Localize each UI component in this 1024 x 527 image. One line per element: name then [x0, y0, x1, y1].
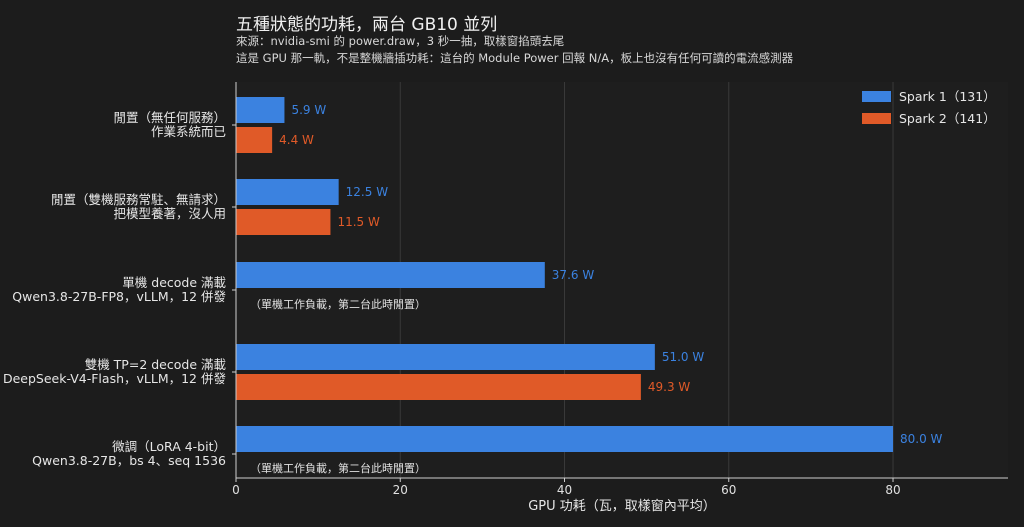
- x-tick-label-60: 60: [721, 483, 736, 497]
- category-label-2-line-2: Qwen3.8-27B-FP8，vLLM，12 併發: [12, 289, 226, 304]
- legend-swatch-2: [862, 113, 891, 124]
- bars: 5.9 W 4.4 W 12.5 W 11.5 W 37.6 W 51.0 W 49.3 W…: [236, 97, 943, 475]
- x-axis-label: GPU 功耗（瓦，取樣窗內平均）: [528, 498, 716, 514]
- bar-series-2-cat-1: [236, 209, 331, 235]
- category-label-3-line-2: DeepSeek-V4-Flash，vLLM，12 併發: [3, 371, 227, 386]
- bar-series-1-cat-3: [236, 344, 655, 370]
- category-label-0-line-2: 作業系統而已: [151, 124, 226, 139]
- data-label-series-1-cat-3: 51.0 W: [662, 350, 705, 364]
- data-label-series-1-cat-4: 80.0 W: [900, 432, 943, 446]
- bar-series-2-cat-3: [236, 374, 641, 400]
- data-label-series-1-cat-2: 37.6 W: [552, 268, 595, 282]
- bar-series-1-cat-4: [236, 426, 894, 452]
- category-label-4-line-1: 微調（LoRA 4-bit）: [112, 439, 226, 454]
- category-label-3-line-1: 雙機 TP=2 decode 滿載: [85, 357, 227, 372]
- bar-series-1-cat-2: [236, 262, 545, 288]
- bar-series-1-cat-0: [236, 97, 285, 123]
- bar-series-1-cat-1: [236, 179, 339, 205]
- annotation-1: （單機工作負載，第二台此時閒置）: [250, 297, 426, 311]
- axes: 0 20 40 60 80 閒置（無任何服務）作業系統而已閒置（雙機服務常駐、無請求）把模…: [3, 82, 1008, 497]
- x-tick-label-80: 80: [885, 483, 900, 497]
- category-label-4-line-2: Qwen3.8-27B，bs 4、seq 1536: [32, 453, 226, 468]
- legend: Spark 1（131） Spark 2（141）: [862, 89, 996, 126]
- data-label-series-2-cat-1: 11.5 W: [337, 215, 380, 229]
- data-label-series-1-cat-1: 12.5 W: [346, 185, 389, 199]
- x-tick-label-40: 40: [557, 483, 572, 497]
- legend-label-2: Spark 2（141）: [899, 111, 996, 126]
- legend-swatch-1: [862, 91, 891, 102]
- chart-subtitle-line-1: 來源：nvidia-smi 的 power.draw，3 秒一抽，取樣窗掐頭去尾: [236, 34, 564, 48]
- chart-subtitle-line-2: 這是 GPU 那一軌，不是整機牆插功耗：這台的 Module Power 回報 …: [236, 51, 794, 65]
- category-label-1-line-1: 閒置（雙機服務常駐、無請求）: [51, 192, 226, 207]
- annotation-2: （單機工作負載，第二台此時閒置）: [250, 461, 426, 475]
- x-tick-label-20: 20: [393, 483, 408, 497]
- data-label-series-2-cat-0: 4.4 W: [279, 133, 314, 147]
- x-tick-label-0: 0: [232, 483, 240, 497]
- category-label-1-line-2: 把模型養著，沒人用: [113, 206, 226, 221]
- bar-series-2-cat-0: [236, 127, 273, 153]
- data-label-series-2-cat-3: 49.3 W: [648, 380, 691, 394]
- category-label-0-line-1: 閒置（無任何服務）: [113, 110, 226, 125]
- chart-title: 五種狀態的功耗，兩台 GB10 並列: [236, 15, 497, 35]
- category-label-2-line-1: 單機 decode 滿載: [122, 275, 226, 290]
- legend-label-1: Spark 1（131）: [899, 89, 996, 104]
- data-label-series-1-cat-0: 5.9 W: [291, 103, 326, 117]
